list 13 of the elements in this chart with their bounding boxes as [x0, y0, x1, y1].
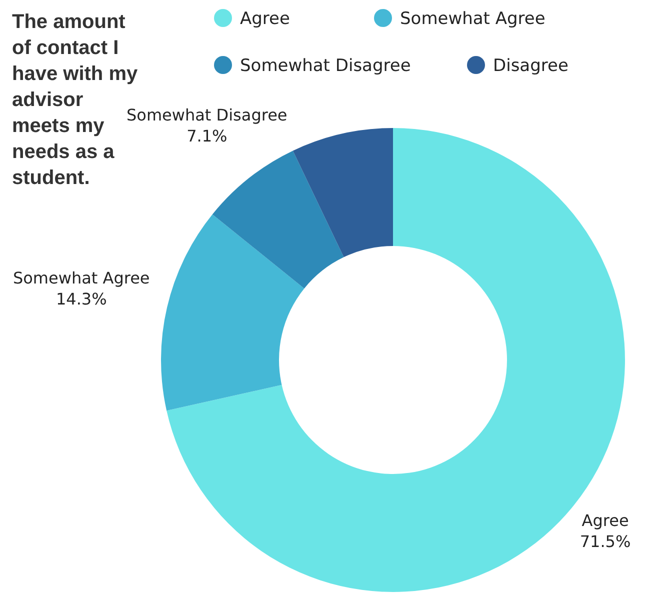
slice-label: Somewhat Disagree: [126, 106, 288, 125]
donut-slice: [212, 150, 344, 288]
legend-label: Somewhat Agree: [400, 9, 546, 29]
legend-label: Agree: [240, 9, 290, 29]
data-label: 7.1%: [186, 126, 228, 146]
data-label: 71.5%: [580, 532, 631, 552]
legend-label: Disagree: [493, 56, 568, 76]
slice-label: Agree: [582, 511, 629, 530]
data-label: 14.3%: [56, 289, 107, 308]
donut-slice: [161, 214, 304, 411]
legend-label: Somewhat Disagree: [240, 56, 411, 76]
donut-slice: [292, 128, 393, 258]
slice-label: Somewhat Agree: [12, 268, 150, 288]
